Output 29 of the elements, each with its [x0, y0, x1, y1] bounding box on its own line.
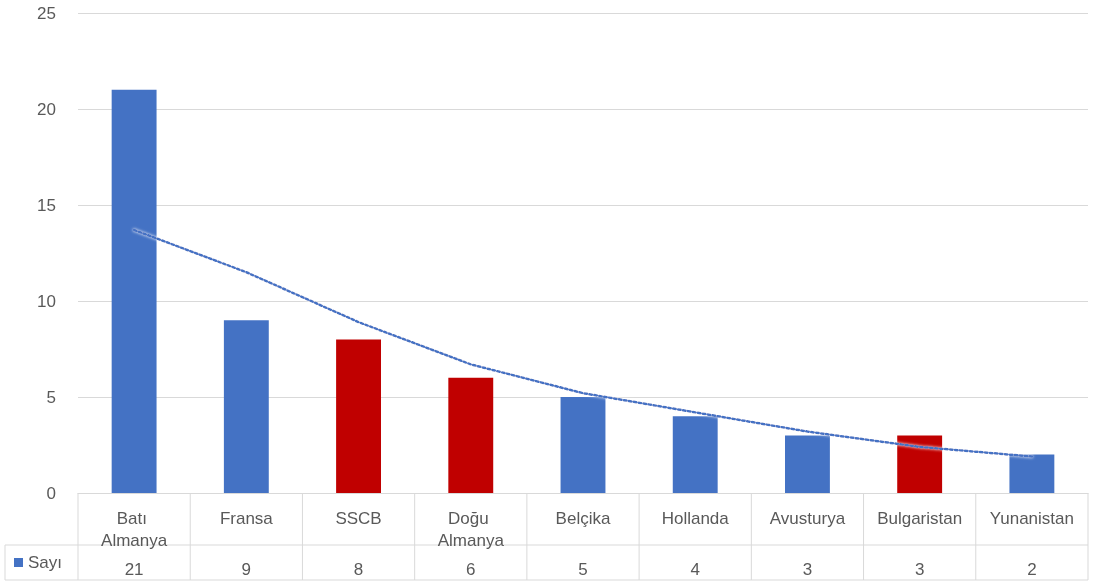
y-tick-label: 15	[37, 195, 56, 215]
legend-label: Sayı	[28, 553, 63, 572]
x-tick-label: Avusturya	[769, 508, 846, 528]
data-label: 2	[1027, 560, 1037, 579]
data-label: 8	[353, 560, 364, 579]
x-tick-label: Doğu Almanya	[437, 508, 505, 550]
x-tick-label: Hollanda	[661, 508, 730, 528]
data-label: 6	[466, 560, 476, 579]
y-tick-label: 5	[46, 387, 56, 407]
y-tick-label: 20	[37, 99, 56, 119]
bar	[897, 435, 943, 493]
bar	[223, 320, 269, 493]
data-label: 4	[690, 560, 700, 579]
x-tick-label: Bulgaristan	[877, 508, 963, 528]
bar	[336, 339, 381, 493]
x-tick-label: SSCB	[335, 508, 382, 528]
x-tick-label: Batı Almanya	[101, 508, 168, 550]
data-label: 21	[124, 560, 144, 579]
data-label: 5	[578, 560, 588, 579]
y-tick-label: 25	[37, 3, 56, 23]
x-tick-label: Belçika	[555, 508, 611, 528]
data-label: 3	[914, 560, 925, 579]
x-tick-label: Yunanistan	[989, 508, 1074, 528]
bar	[448, 377, 494, 493]
y-tick-label: 0	[46, 483, 56, 503]
data-label: 9	[241, 560, 252, 579]
data-label: 3	[802, 560, 813, 579]
y-tick-label: 10	[37, 291, 56, 311]
x-tick-label: Fransa	[219, 508, 274, 528]
